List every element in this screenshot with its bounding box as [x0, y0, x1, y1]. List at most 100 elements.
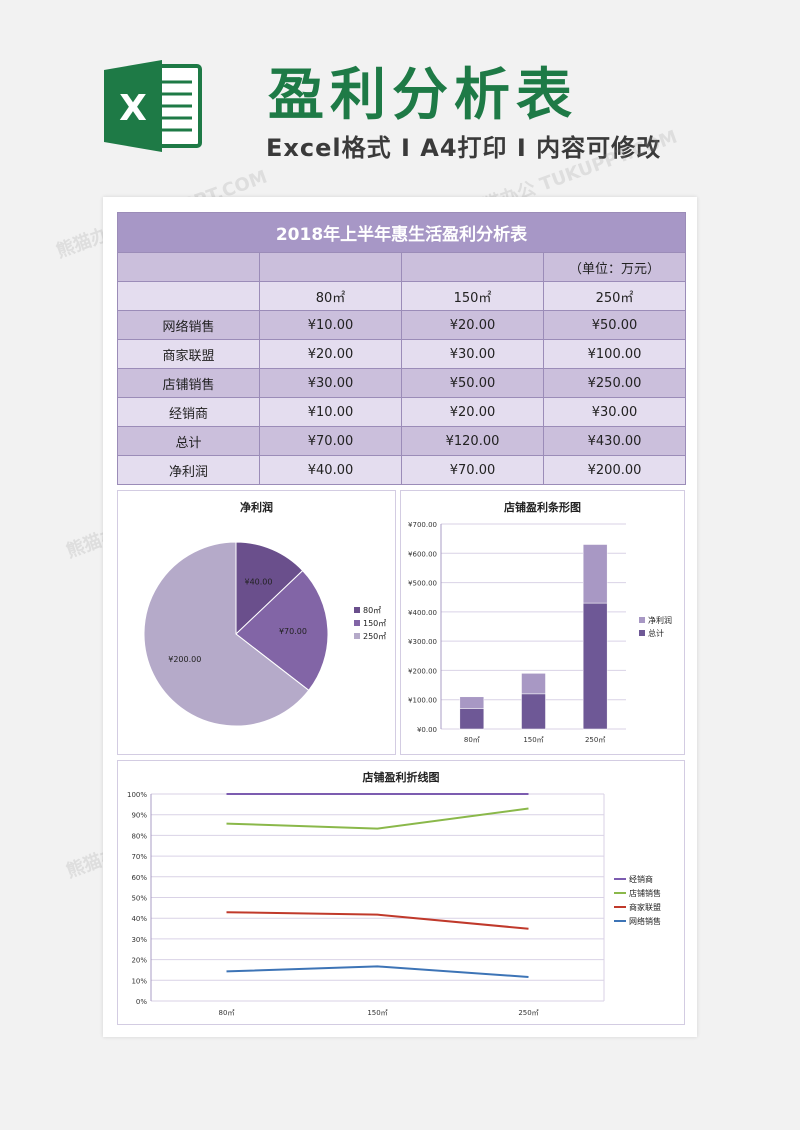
y-tick-label: 30% [131, 936, 147, 944]
spreadsheet-page: 2018年上半年惠生活盈利分析表 （单位：万元） 80㎡ 150㎡ 250㎡ 网… [103, 197, 697, 1037]
table-cell[interactable]: ¥30.00 [401, 339, 544, 369]
y-tick-label: 10% [131, 977, 147, 985]
legend-label: 商家联盟 [629, 902, 661, 912]
table-title[interactable]: 2018年上半年惠生活盈利分析表 [116, 212, 687, 253]
column-header[interactable]: 150㎡ [401, 281, 544, 311]
y-tick-label: 20% [131, 957, 147, 965]
y-tick-label: ¥500.00 [408, 580, 437, 588]
row-label[interactable]: 净利润 [117, 455, 260, 485]
y-tick-label: ¥0.00 [417, 726, 437, 734]
table-row: 商家联盟 ¥20.00 ¥30.00 ¥100.00 [117, 339, 687, 369]
pie-data-label: ¥200.00 [168, 655, 201, 664]
y-tick-label: ¥200.00 [408, 667, 437, 675]
table-cell[interactable]: ¥120.00 [401, 426, 544, 456]
x-tick-label: 250㎡ [518, 1009, 538, 1017]
pie-chart-title: 净利润 [240, 501, 273, 514]
y-tick-label: 100% [127, 791, 147, 799]
table-cell[interactable]: ¥10.00 [259, 397, 402, 427]
table-cell[interactable]: ¥10.00 [259, 310, 402, 340]
table-cell[interactable]: ¥200.00 [542, 455, 687, 485]
table-cell[interactable]: ¥50.00 [401, 368, 544, 398]
table-row: 店铺销售 ¥30.00 ¥50.00 ¥250.00 [117, 368, 687, 398]
legend-swatch [639, 630, 645, 636]
table-row: 总计 ¥70.00 ¥120.00 ¥430.00 [117, 426, 687, 456]
page-subtitle: Excel格式 I A4打印 I 内容可修改 [266, 134, 662, 162]
series-line [226, 911, 529, 930]
table-cell[interactable]: ¥40.00 [259, 455, 402, 485]
excel-logo-letter: X [119, 88, 147, 129]
table-cell[interactable]: ¥30.00 [542, 397, 687, 427]
x-tick-label: 150㎡ [523, 736, 543, 744]
pie-data-label: ¥70.00 [279, 627, 307, 636]
row-label[interactable]: 网络销售 [117, 310, 260, 340]
legend-label: 经销商 [629, 874, 653, 884]
table-cell[interactable]: ¥20.00 [259, 339, 402, 369]
row-label[interactable]: 经销商 [117, 397, 260, 427]
x-tick-label: 80㎡ [464, 736, 480, 744]
y-tick-label: 80% [131, 832, 147, 840]
y-tick-label: 60% [131, 874, 147, 882]
table-cell[interactable]: ¥20.00 [401, 397, 544, 427]
column-header[interactable]: 250㎡ [542, 281, 687, 311]
table-cell[interactable]: ¥30.00 [259, 368, 402, 398]
bar-segment [459, 696, 485, 709]
bar-segment [582, 602, 608, 730]
y-tick-label: ¥100.00 [408, 697, 437, 705]
y-tick-label: ¥700.00 [408, 521, 437, 529]
legend-label: 250㎡ [363, 632, 386, 641]
table-row: 净利润 ¥40.00 ¥70.00 ¥200.00 [117, 455, 687, 485]
legend-label: 网络销售 [629, 916, 661, 926]
table-row: （单位：万元） [117, 252, 687, 282]
bar-segment [521, 693, 546, 730]
page-title: 盈利分析表 [268, 63, 578, 128]
excel-logo-icon: X [104, 60, 202, 152]
table-row: 网络销售 ¥10.00 ¥20.00 ¥50.00 [117, 310, 687, 340]
table-cell[interactable] [117, 252, 260, 282]
legend-label: 净利润 [648, 615, 672, 625]
bar-chart-panel[interactable]: 店铺盈利条形图 ¥0.00 ¥100.00 ¥200.00 ¥300.00 ¥400.0… [400, 490, 685, 755]
pie-chart-panel[interactable]: 净利润 ¥40.00 ¥70.00 ¥200.00 80㎡ 150㎡ 250㎡ [117, 490, 396, 755]
series-line [226, 807, 529, 830]
y-tick-label: 90% [131, 812, 147, 820]
legend-swatch [639, 617, 645, 623]
legend-swatch [354, 633, 360, 639]
x-tick-label: 250㎡ [585, 736, 605, 744]
header: X 盈利分析表 Excel格式 I A4打印 I 内容可修改 [0, 0, 800, 190]
table-cell[interactable] [259, 252, 402, 282]
y-tick-label: ¥400.00 [408, 609, 437, 617]
table-cell[interactable]: ¥100.00 [542, 339, 687, 369]
column-header[interactable] [117, 281, 260, 311]
row-label[interactable]: 店铺销售 [117, 368, 260, 398]
row-label[interactable]: 总计 [117, 426, 260, 456]
table-cell[interactable]: ¥20.00 [401, 310, 544, 340]
pie-slice [143, 541, 310, 727]
bar-segment [521, 673, 546, 695]
line-chart-title: 店铺盈利折线图 [362, 771, 440, 784]
pie-slice [235, 569, 329, 692]
x-tick-label: 150㎡ [367, 1009, 387, 1017]
bar-chart-title: 店铺盈利条形图 [504, 501, 581, 514]
column-header[interactable]: 80㎡ [259, 281, 402, 311]
bar-segment [459, 708, 485, 730]
legend-swatch [354, 607, 360, 613]
pie-chart: ¥40.00 ¥70.00 ¥200.00 80㎡ 150㎡ 250㎡ [143, 541, 386, 727]
pie-slice [235, 541, 304, 636]
table-header-row: 80㎡ 150㎡ 250㎡ [117, 281, 687, 311]
y-tick-label: 0% [136, 998, 147, 1006]
pie-data-label: ¥40.00 [244, 578, 272, 587]
legend-label: 80㎡ [363, 606, 381, 615]
y-tick-label: ¥600.00 [408, 550, 437, 558]
line-chart-panel[interactable]: 店铺盈利折线图 0% 10% 20% 30% 40% 50% 60% 70% 80% 90% 100… [117, 760, 685, 1025]
table-cell[interactable]: ¥430.00 [542, 426, 687, 456]
table-cell[interactable]: ¥70.00 [401, 455, 544, 485]
legend-swatch [354, 620, 360, 626]
table-row: 经销商 ¥10.00 ¥20.00 ¥30.00 [117, 397, 687, 427]
table-cell[interactable] [401, 252, 544, 282]
y-tick-label: 50% [131, 895, 147, 903]
table-cell[interactable]: ¥70.00 [259, 426, 402, 456]
legend-label: 150㎡ [363, 619, 386, 628]
row-label[interactable]: 商家联盟 [117, 339, 260, 369]
unit-cell[interactable]: （单位：万元） [542, 252, 687, 282]
table-cell[interactable]: ¥250.00 [542, 368, 687, 398]
table-cell[interactable]: ¥50.00 [542, 310, 687, 340]
